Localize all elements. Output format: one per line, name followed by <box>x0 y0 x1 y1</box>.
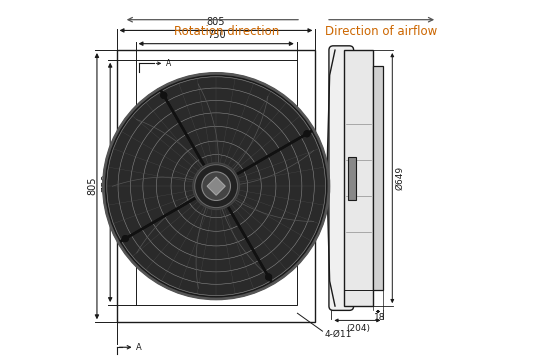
Circle shape <box>195 165 238 208</box>
Circle shape <box>122 236 128 241</box>
Text: Rotation direction: Rotation direction <box>174 25 279 38</box>
Circle shape <box>161 92 167 98</box>
Text: (204): (204) <box>346 324 370 333</box>
Bar <box>136 60 297 305</box>
FancyBboxPatch shape <box>329 46 354 310</box>
Bar <box>116 50 316 322</box>
Circle shape <box>266 274 271 280</box>
Circle shape <box>304 131 310 137</box>
Text: 4-Ø11: 4-Ø11 <box>324 330 352 339</box>
Circle shape <box>122 236 128 241</box>
Bar <box>348 157 357 200</box>
Text: 805: 805 <box>88 177 98 195</box>
Bar <box>373 66 383 290</box>
Text: 750: 750 <box>101 173 111 192</box>
Text: A: A <box>136 343 142 352</box>
Text: 18: 18 <box>374 313 386 322</box>
Text: Ø649: Ø649 <box>395 166 404 190</box>
Circle shape <box>107 77 326 296</box>
Circle shape <box>266 274 271 280</box>
Text: 805: 805 <box>207 17 225 27</box>
Circle shape <box>104 73 329 299</box>
Bar <box>344 50 373 306</box>
Circle shape <box>161 92 167 98</box>
Text: 750: 750 <box>207 30 225 40</box>
Circle shape <box>193 163 239 209</box>
Circle shape <box>202 172 231 200</box>
Text: A: A <box>166 59 171 68</box>
Text: Direction of airflow: Direction of airflow <box>325 25 438 38</box>
Polygon shape <box>207 177 225 195</box>
Circle shape <box>304 131 310 137</box>
